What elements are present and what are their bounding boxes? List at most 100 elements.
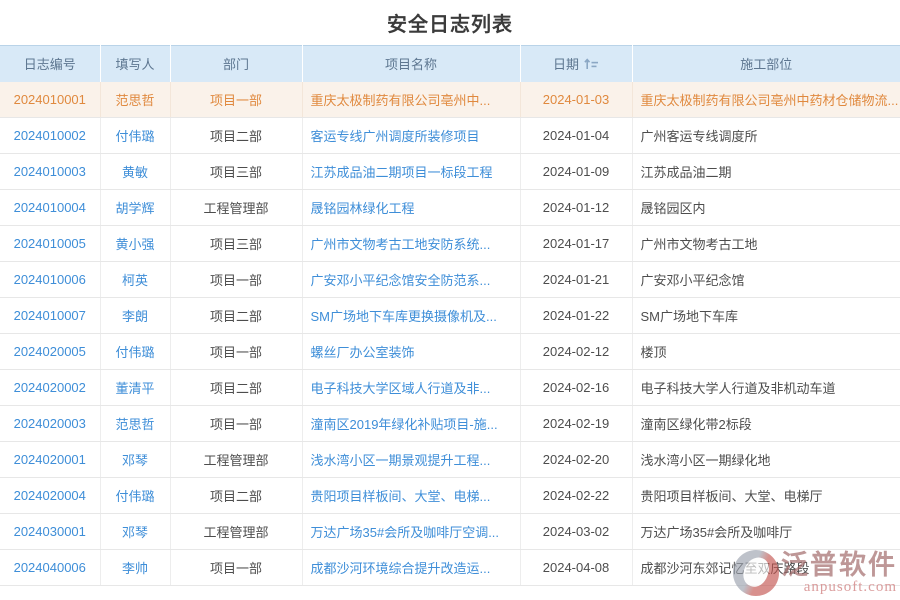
table-row[interactable]: 2024040006 李帅 项目一部 成都沙河环境综合提升改造运... 2024-04-… [0,549,900,586]
col-header-log-id-label: 日志编号 [23,57,76,73]
cell-project-name[interactable]: 客运专线广州调度所装修项目 [302,117,521,154]
table-row[interactable]: 2024020003 范思哲 项目一部 潼南区2019年绿化补贴项目-施... 2024… [0,405,900,442]
cell-log-id[interactable]: 2024010002 [0,117,101,154]
col-header-filler-label: 填写人 [115,57,155,73]
cell-project-name[interactable]: 万达广场35#会所及咖啡厅空调... [302,513,521,550]
cell-filler[interactable]: 范思哲 [100,81,171,118]
cell-filler[interactable]: 付伟璐 [100,333,171,370]
cell-project-name[interactable]: 螺丝厂办公室装饰 [302,333,521,370]
cell-department: 项目二部 [170,117,303,154]
cell-filler[interactable]: 黄小强 [100,225,171,262]
cell-location: 楼顶 [632,333,900,370]
cell-location: 万达广场35#会所及咖啡厅 [632,513,900,550]
cell-date: 2024-02-19 [520,405,633,442]
cell-filler[interactable]: 柯英 [100,261,171,298]
cell-log-id[interactable]: 2024020003 [0,405,101,442]
cell-department: 项目一部 [170,81,303,118]
cell-log-id[interactable]: 2024010001 [0,81,101,118]
cell-filler[interactable]: 黄敏 [100,153,171,190]
cell-project-name[interactable]: 晟铭园林绿化工程 [302,189,521,226]
table-row[interactable]: 2024010001 范思哲 项目一部 重庆太极制药有限公司亳州中... 2024-01… [0,81,900,118]
cell-log-id[interactable]: 2024010007 [0,297,101,334]
table-row[interactable]: 2024020005 付伟璐 项目一部 螺丝厂办公室装饰 2024-02-12 楼顶 [0,333,900,370]
cell-department: 工程管理部 [170,513,303,550]
cell-filler[interactable]: 李朗 [100,297,171,334]
cell-date: 2024-04-08 [520,549,633,586]
cell-location: 江苏成品油二期 [632,153,900,190]
table-row[interactable]: 2024020004 付伟璐 项目二部 贵阳项目样板间、大堂、电梯... 2024-02… [0,477,900,514]
col-header-department: 部门 [170,45,303,82]
table-header-row: 日志编号 填写人 部门 项目名称 日期 [0,45,900,82]
cell-date: 2024-01-22 [520,297,633,334]
cell-date: 2024-02-22 [520,477,633,514]
cell-location: 成都沙河东郊记忆至双庆路段 [632,549,900,586]
cell-project-name[interactable]: 潼南区2019年绿化补贴项目-施... [302,405,521,442]
cell-log-id[interactable]: 2024020005 [0,333,101,370]
cell-log-id[interactable]: 2024020004 [0,477,101,514]
cell-date: 2024-01-03 [520,81,633,118]
cell-project-name[interactable]: 浅水湾小区一期景观提升工程... [302,441,521,478]
table-row[interactable]: 2024010003 黄敏 项目三部 江苏成品油二期项目一标段工程 2024-01-09… [0,153,900,190]
cell-project-name[interactable]: 江苏成品油二期项目一标段工程 [302,153,521,190]
cell-filler[interactable]: 邓琴 [100,513,171,550]
page-title: 安全日志列表 [387,14,513,36]
cell-log-id[interactable]: 2024010003 [0,153,101,190]
col-header-date-label: 日期 [552,57,579,73]
cell-project-name[interactable]: 广州市文物考古工地安防系统... [302,225,521,262]
cell-filler[interactable]: 董清平 [100,369,171,406]
table-row[interactable]: 2024010005 黄小强 项目三部 广州市文物考古工地安防系统... 2024-01… [0,225,900,262]
cell-location: 贵阳项目样板间、大堂、电梯厅 [632,477,900,514]
col-header-log-id: 日志编号 [0,45,101,82]
cell-project-name[interactable]: 贵阳项目样板间、大堂、电梯... [302,477,521,514]
cell-date: 2024-01-21 [520,261,633,298]
safety-log-table: 日志编号 填写人 部门 项目名称 日期 [0,45,900,586]
cell-log-id[interactable]: 2024010004 [0,189,101,226]
cell-project-name[interactable]: 成都沙河环境综合提升改造运... [302,549,521,586]
cell-department: 项目一部 [170,333,303,370]
cell-department: 项目一部 [170,405,303,442]
cell-project-name[interactable]: SM广场地下车库更换摄像机及... [302,297,521,334]
cell-date: 2024-01-09 [520,153,633,190]
cell-department: 项目一部 [170,261,303,298]
cell-date: 2024-03-02 [520,513,633,550]
col-header-project-name-label: 项目名称 [384,57,437,73]
cell-log-id[interactable]: 2024020002 [0,369,101,406]
cell-department: 项目三部 [170,225,303,262]
table-row[interactable]: 2024010007 李朗 项目二部 SM广场地下车库更换摄像机及... 2024-01… [0,297,900,334]
cell-filler[interactable]: 范思哲 [100,405,171,442]
col-header-location: 施工部位 [632,45,900,82]
cell-log-id[interactable]: 2024020001 [0,441,101,478]
table-row[interactable]: 2024010002 付伟璐 项目二部 客运专线广州调度所装修项目 2024-01-04… [0,117,900,154]
cell-location: 广州客运专线调度所 [632,117,900,154]
col-header-filler: 填写人 [100,45,171,82]
sort-ascending-icon[interactable] [584,58,599,70]
cell-date: 2024-02-12 [520,333,633,370]
cell-department: 项目二部 [170,369,303,406]
cell-log-id[interactable]: 2024010005 [0,225,101,262]
cell-filler[interactable]: 胡学辉 [100,189,171,226]
cell-project-name[interactable]: 电子科技大学区域人行道及非... [302,369,521,406]
cell-location: 重庆太极制药有限公司亳州中药材仓储物流... [632,81,900,118]
col-header-date[interactable]: 日期 [520,45,633,82]
cell-project-name[interactable]: 重庆太极制药有限公司亳州中... [302,81,521,118]
col-header-project-name: 项目名称 [302,45,521,82]
table-row[interactable]: 2024020002 董清平 项目二部 电子科技大学区域人行道及非... 2024-02… [0,369,900,406]
table-row[interactable]: 2024030001 邓琴 工程管理部 万达广场35#会所及咖啡厅空调... 2024-… [0,513,900,550]
cell-date: 2024-02-20 [520,441,633,478]
table-row[interactable]: 2024010006 柯英 项目一部 广安邓小平纪念馆安全防范系... 2024-01-… [0,261,900,298]
cell-log-id[interactable]: 2024040006 [0,549,101,586]
cell-log-id[interactable]: 2024030001 [0,513,101,550]
cell-project-name[interactable]: 广安邓小平纪念馆安全防范系... [302,261,521,298]
cell-filler[interactable]: 付伟璐 [100,477,171,514]
table-row[interactable]: 2024010004 胡学辉 工程管理部 晟铭园林绿化工程 2024-01-12 晟铭园区… [0,189,900,226]
cell-date: 2024-01-12 [520,189,633,226]
cell-log-id[interactable]: 2024010006 [0,261,101,298]
table-row[interactable]: 2024020001 邓琴 工程管理部 浅水湾小区一期景观提升工程... 2024-02… [0,441,900,478]
cell-filler[interactable]: 邓琴 [100,441,171,478]
cell-location: SM广场地下车库 [632,297,900,334]
cell-department: 项目二部 [170,297,303,334]
cell-filler[interactable]: 付伟璐 [100,117,171,154]
cell-date: 2024-01-04 [520,117,633,154]
cell-filler[interactable]: 李帅 [100,549,171,586]
